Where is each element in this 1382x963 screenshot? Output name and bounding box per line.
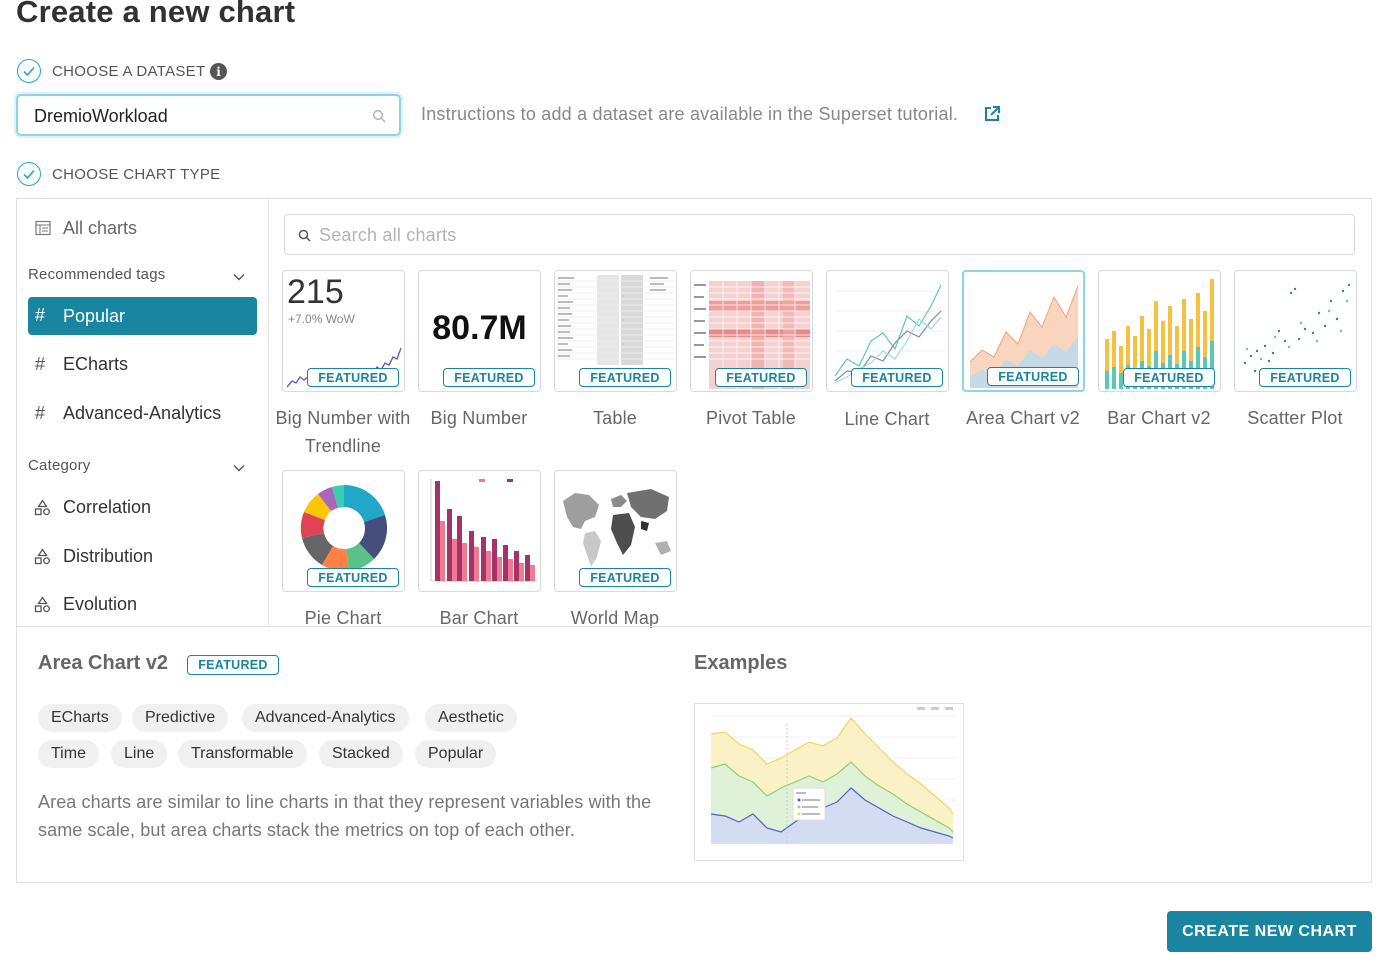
examples-title: Examples — [694, 652, 788, 674]
chart-tile-scatter-plot[interactable]: FEATURED — [1234, 270, 1357, 392]
sidebar-item-popular-label: Popular — [63, 306, 126, 326]
featured-badge: FEATURED — [579, 568, 671, 587]
chart-sidebar: All charts Recommended tags # Popular # … — [17, 199, 269, 626]
tile-label-world-map: World Map — [570, 608, 660, 628]
sidebar-item-echarts[interactable]: ECharts — [63, 354, 129, 374]
sidebar-item-distribution[interactable]: Distribution — [63, 546, 154, 566]
external-link-icon[interactable] — [983, 105, 1001, 123]
chevron-down-icon[interactable] — [233, 462, 245, 474]
search-icon — [298, 229, 311, 242]
chart-tile-line-chart[interactable]: FEATURED — [826, 270, 949, 392]
chart-tag: ECharts — [38, 704, 122, 732]
divider — [17, 626, 1371, 627]
tile-label-bar-chart: Bar Chart — [439, 608, 519, 628]
category-header[interactable]: Category — [28, 457, 91, 474]
featured-badge: FEATURED — [579, 368, 671, 387]
thumb-big-number-sub: +7.0% WoW — [288, 312, 355, 326]
sidebar-item-evolution[interactable]: Evolution — [63, 594, 138, 614]
chart-tag: Time — [38, 740, 99, 768]
chart-tag: Aesthetic — [425, 704, 517, 732]
chart-tag: Stacked — [319, 740, 403, 768]
chart-picker-panel — [16, 198, 1372, 883]
selected-chart-title: Area Chart v2 — [38, 652, 169, 674]
thumb-big-number-value: 215 — [287, 273, 344, 311]
featured-badge: FEATURED — [187, 655, 279, 675]
recommended-tags-header[interactable]: Recommended tags — [28, 266, 166, 283]
dataset-step-check-icon — [17, 59, 41, 83]
featured-badge: FEATURED — [307, 568, 399, 587]
chart-tile-big-number-trendline[interactable]: 215 +7.0% WoW FEATURED — [282, 270, 405, 392]
example-image[interactable] — [694, 703, 964, 861]
example-area-chart — [695, 704, 963, 860]
page-title: Create a new chart — [16, 0, 296, 29]
sidebar-item-popular[interactable] — [28, 297, 257, 335]
chart-tile-pie-chart[interactable]: FEATURED — [282, 470, 405, 592]
chart-tile-bar-chart[interactable] — [418, 470, 541, 592]
chart-tag: Popular — [415, 740, 497, 768]
choose-dataset-label: CHOOSE A DATASET — [52, 63, 206, 80]
chevron-down-icon[interactable] — [233, 271, 245, 283]
chart-tile-world-map[interactable]: FEATURED — [554, 470, 677, 592]
tile-label-line-chart: Line Chart — [844, 409, 930, 429]
chart-tile-bar-chart-v2[interactable]: FEATURED — [1098, 270, 1221, 392]
bar-chart-thumbnail — [430, 479, 537, 582]
featured-badge: FEATURED — [1123, 368, 1215, 387]
sidebar-item-all-charts[interactable]: All charts — [63, 218, 138, 238]
table-icon — [35, 220, 51, 236]
chart-tile-big-number[interactable]: 80.7M FEATURED — [418, 270, 541, 392]
create-new-chart-button[interactable]: CREATE NEW CHART — [1167, 911, 1372, 952]
featured-badge: FEATURED — [715, 368, 807, 387]
featured-badge: FEATURED — [851, 368, 943, 387]
shapes-icon — [34, 596, 50, 613]
tile-label-area-chart-v2: Area Chart v2 — [966, 408, 1080, 428]
scatter-plot-thumbnail — [1243, 283, 1351, 373]
featured-badge: FEATURED — [1259, 368, 1351, 387]
tile-label-table: Table — [592, 408, 638, 428]
chart-search-input[interactable]: Search all charts — [284, 214, 1355, 255]
chart-tile-area-chart-v2[interactable]: FEATURED — [962, 270, 1085, 392]
tile-label-big-number: Big Number — [430, 408, 528, 428]
tile-label-pivot-table: Pivot Table — [706, 408, 796, 428]
world-map-thumbnail — [563, 489, 671, 567]
shapes-icon — [34, 548, 50, 565]
chart-description: Area charts are similar to line charts i… — [38, 792, 652, 840]
search-icon — [373, 110, 386, 123]
chart-type-step-check-icon — [17, 162, 41, 186]
tile-label-bar-chart-v2: Bar Chart v2 — [1107, 408, 1211, 428]
chart-tile-table[interactable]: FEATURED — [554, 270, 677, 392]
featured-badge: FEATURED — [307, 368, 399, 387]
sidebar-item-correlation[interactable]: Correlation — [63, 497, 152, 517]
chart-tag: Advanced-Analytics — [242, 704, 409, 732]
search-placeholder: Search all charts — [319, 225, 457, 245]
tile-label-pie-chart: Pie Chart — [304, 608, 382, 628]
hash-icon: # — [35, 403, 46, 423]
dataset-instructions: Instructions to add a dataset are availa… — [421, 104, 958, 125]
chart-tag: Transformable — [178, 740, 307, 768]
featured-badge: FEATURED — [987, 367, 1079, 386]
choose-chart-type-label: CHOOSE CHART TYPE — [52, 166, 221, 183]
hash-icon: # — [35, 354, 46, 374]
chart-tile-pivot-table[interactable]: FEATURED — [690, 270, 813, 392]
thumb-big-number-value: 80.7M — [432, 309, 527, 347]
dataset-value: DremioWorkload — [34, 106, 168, 126]
sidebar-item-advanced-analytics[interactable]: Advanced-Analytics — [63, 403, 222, 423]
instructions-text: Instructions to add a dataset are availa… — [421, 104, 959, 124]
tile-label-big-number-trendline: Big Number with Trendline — [275, 408, 411, 456]
shapes-icon — [34, 499, 50, 516]
dataset-select[interactable]: DremioWorkload — [16, 94, 401, 136]
info-icon[interactable]: i — [210, 63, 227, 80]
featured-badge: FEATURED — [443, 368, 535, 387]
pie-chart-thumbnail — [300, 485, 388, 572]
tile-label-scatter-plot: Scatter Plot — [1247, 408, 1343, 428]
hash-icon: # — [35, 305, 46, 325]
chart-tag: Line — [111, 740, 168, 768]
chart-tag: Predictive — [132, 704, 229, 732]
